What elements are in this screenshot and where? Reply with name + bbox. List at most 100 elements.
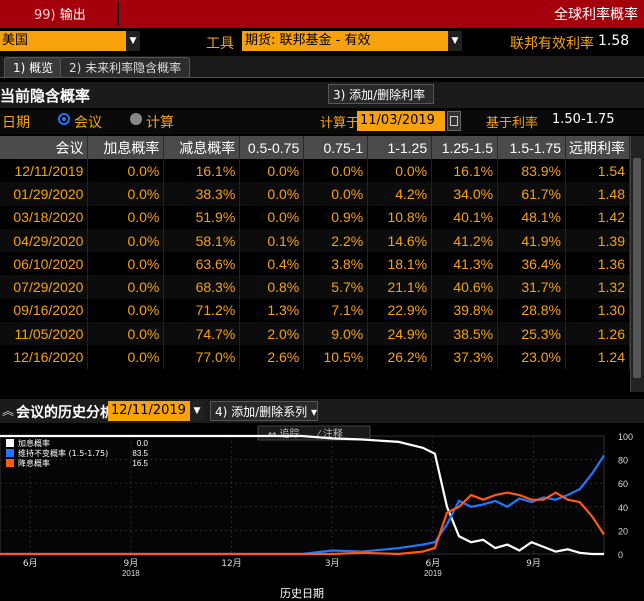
x-axis-label: 历史日期 [280,587,324,600]
table-row[interactable]: 12/16/2020 0.0% 77.0% 2.6% 10.5% 26.2% 37.3% 23… [0,345,630,369]
table-cell: 16.1% [163,159,241,183]
table-cell: 0.0% [87,298,165,323]
table-cell: 0.0% [367,159,433,183]
table-cell: 58.1% [163,228,241,253]
calc-date-input[interactable]: 11/03/2019 [357,111,445,131]
legend-label: 降息概率 [18,458,50,468]
x-tick-label: 9月 [123,558,138,569]
table-cell: 1.39 [565,228,630,253]
table-cell: 21.1% [367,275,433,299]
section2-bar [0,399,644,423]
table-row[interactable]: 11/05/2020 0.0% 74.7% 2.0% 9.0% 24.9% 38.5% 25.… [0,322,630,346]
table-row[interactable]: 09/16/2020 0.0% 71.2% 1.3% 7.1% 22.9% 39.8% 28.… [0,298,630,323]
table-cell: 48.1% [497,205,567,229]
tab-overview[interactable]: 1) 概览 [4,57,63,77]
table-cell: 7.1% [303,298,369,323]
output-menu[interactable]: 99) 输出 [34,4,86,23]
plot-area [0,435,605,555]
table-cell: 1.48 [565,182,630,206]
meeting-date-cell: 06/10/2020 [0,252,89,276]
table-cell: 0.9% [303,205,369,229]
table-row[interactable]: 12/11/2019 0.0% 16.1% 0.0% 0.0% 0.0% 16.1% 83.9… [0,159,630,183]
table-cell: 0.0% [87,252,165,276]
x-tick-label: 12月 [221,558,241,569]
table-row[interactable]: 04/29/2020 0.0% 58.1% 0.1% 2.2% 14.6% 41.2% 41.… [0,228,630,253]
calendar-icon[interactable] [447,111,461,131]
table-cell: 0.0% [87,345,165,369]
table-row[interactable]: 01/29/2020 0.0% 38.3% 0.0% 0.0% 4.2% 34.0% 61.7… [0,182,630,206]
table-cell: 0.0% [239,182,305,206]
country-select[interactable]: 美国 [0,31,126,51]
section1-title: 当前隐含概率 [0,87,91,105]
add-remove-rate-button[interactable]: 3) 添加/删除利率 ▾ [328,84,434,122]
series-line-0 [0,434,604,556]
table-cell: 0.0% [239,159,305,183]
date-label: 日期 [2,115,30,131]
table-row[interactable]: 03/18/2020 0.0% 51.9% 0.0% 0.9% 10.8% 40.1% 48.… [0,205,630,229]
col-header[interactable]: 0.5-0.75 [239,136,305,159]
chevron-down-icon[interactable]: ▼ [126,31,140,51]
table-cell: 0.0% [239,205,305,229]
col-header[interactable]: 减息概率 [163,136,241,159]
table-cell: 18.1% [367,252,433,276]
chevron-down-icon[interactable]: ▼ [190,401,204,421]
col-header[interactable]: 会议 [0,136,89,159]
table-cell: 0.0% [87,205,165,229]
table-cell: 0.0% [303,182,369,206]
history-date-input[interactable]: 12/11/2019 [108,401,190,421]
instrument-select[interactable]: 期货: 联邦基金 - 有效 [242,31,448,51]
y-tick-label: 100 [618,432,633,442]
table-cell: 4.2% [367,182,433,206]
col-header[interactable]: 1.25-1.5 [431,136,499,159]
table-row[interactable]: 06/10/2020 0.0% 63.6% 0.4% 3.8% 18.1% 41.3% 36.… [0,252,630,276]
table-cell: 38.5% [431,322,499,346]
table-cell: 2.0% [239,322,305,346]
add-remove-series-button[interactable]: 4) 添加/删除系列 ▾ [210,401,318,421]
table-cell: 10.5% [303,345,369,369]
table-cell: 41.9% [497,228,567,253]
legend-label: 维持不变概率 (1.5-1.75) [18,448,108,458]
legend-value: 83.5 [132,449,148,458]
table-scrollbar[interactable] [630,136,644,392]
col-header[interactable]: 1.5-1.75 [497,136,567,159]
table-cell: 2.6% [239,345,305,369]
y-tick-label: 80 [618,456,628,466]
tab-future-rate-prob[interactable]: 2) 未来利率隐含概率 [60,57,191,77]
series-line-2 [0,491,605,556]
table-row[interactable]: 07/29/2020 0.0% 68.3% 0.8% 5.7% 21.1% 40.6% 31.… [0,275,630,299]
table-cell: 28.8% [497,298,567,323]
eff-rate-value: 1.58 [598,33,630,49]
radio-calc[interactable] [130,113,142,125]
chevron-down-icon[interactable]: ▼ [448,31,462,51]
x-tick-label: 9月 [526,558,541,569]
table-cell: 39.8% [431,298,499,323]
table-cell: 0.0% [303,159,369,183]
col-header[interactable]: 加息概率 [87,136,165,159]
base-rate-value: 1.50-1.75 [552,112,615,127]
track-tool[interactable]: ↔ 追踪 [268,427,300,440]
table-header-row: 会议 加息概率 减息概率 0.5-0.75 0.75-1 1-1.25 1.25… [0,136,630,159]
table-cell: 36.4% [497,252,567,276]
table-cell: 23.0% [497,345,567,369]
legend-value: 0.0 [137,439,149,448]
collapse-icon[interactable]: ︽ [2,404,15,418]
col-header[interactable]: 1-1.25 [367,136,433,159]
table-cell: 40.6% [431,275,499,299]
radio-meeting[interactable] [58,113,70,125]
col-header[interactable]: 0.75-1 [303,136,369,159]
table-cell: 2.2% [303,228,369,253]
meeting-date-cell: 04/29/2020 [0,228,89,253]
table-cell: 40.1% [431,205,499,229]
table-cell: 38.3% [163,182,241,206]
col-header[interactable]: 远期利率 [565,136,630,159]
table-cell: 16.1% [431,159,499,183]
table-cell: 24.9% [367,322,433,346]
x-tick-year: 2018 [122,569,140,578]
table-cell: 25.3% [497,322,567,346]
table-cell: 74.7% [163,322,241,346]
legend-value: 16.5 [132,459,148,468]
table-cell: 0.0% [87,182,165,206]
table-cell: 1.32 [565,275,630,299]
meeting-date-cell: 12/16/2020 [0,345,89,369]
